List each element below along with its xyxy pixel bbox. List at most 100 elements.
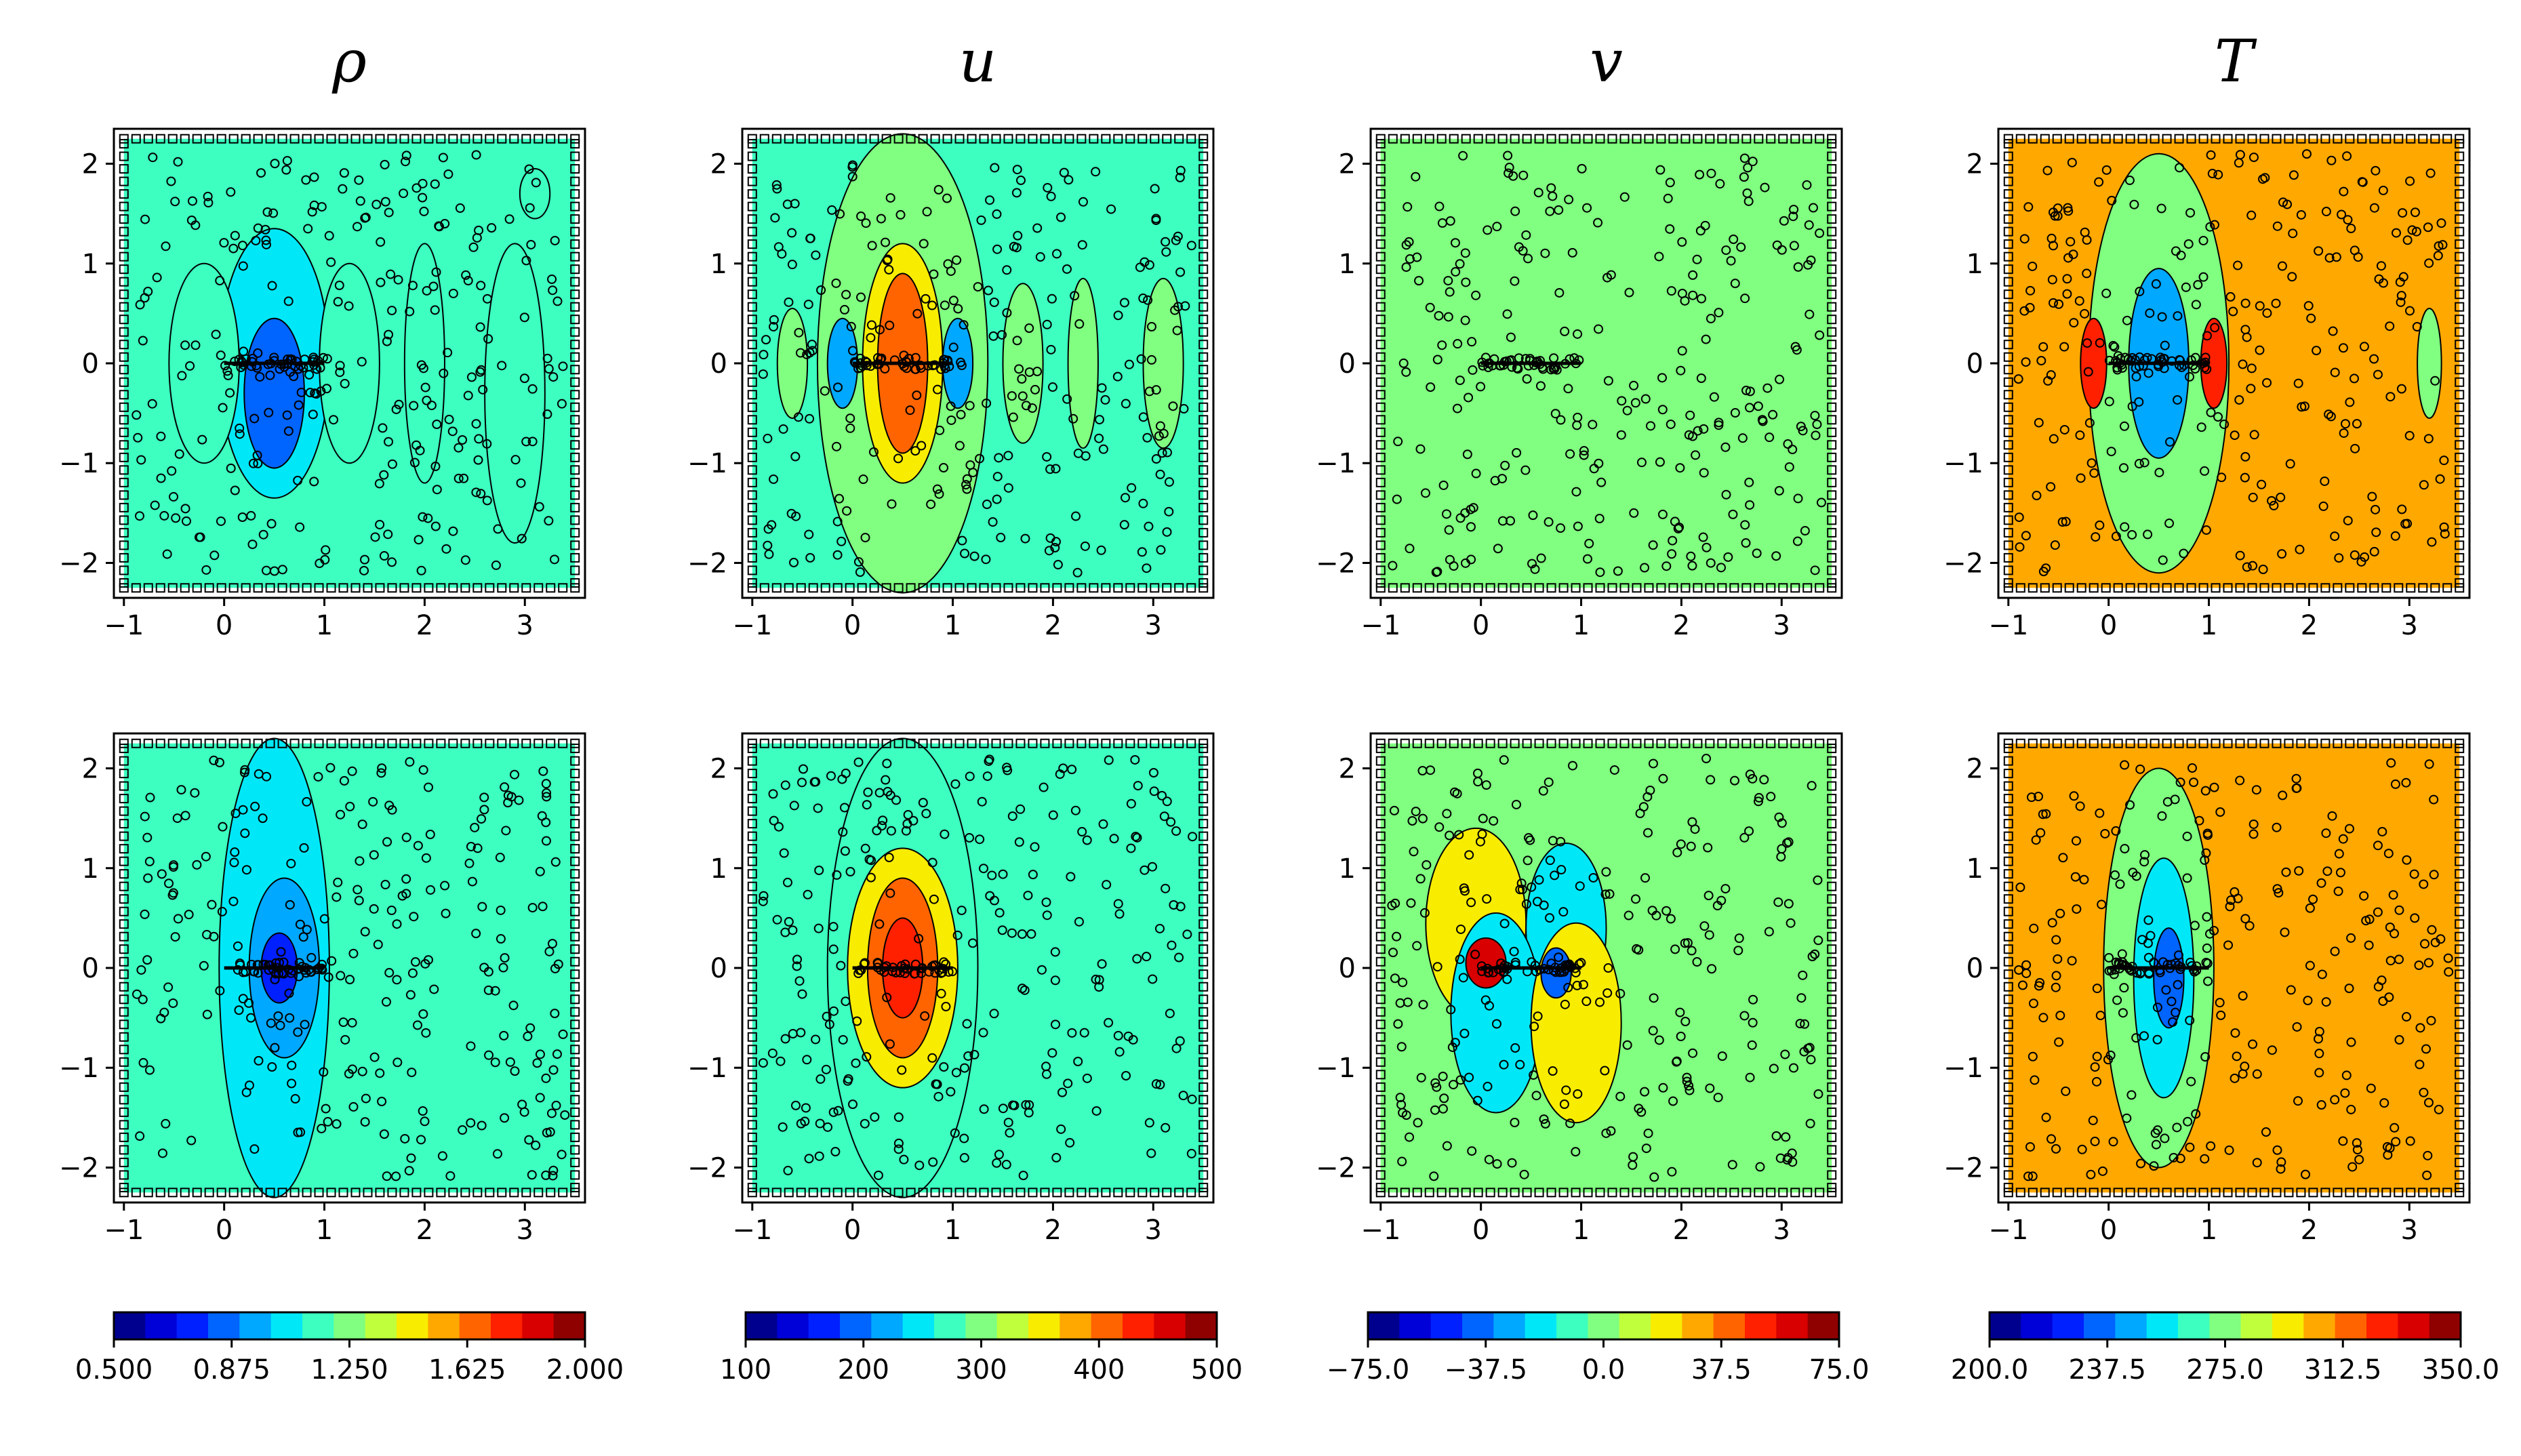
interior-point — [2118, 463, 2129, 473]
boundary-point — [1461, 134, 1471, 144]
boundary-point — [759, 583, 769, 593]
boundary-point — [2345, 583, 2355, 593]
interior-point — [1775, 374, 1785, 384]
boundary-point — [2003, 427, 2013, 437]
interior-point — [504, 214, 515, 224]
colorbar: 0.500 0.875 1.250 1.625 2.000 — [75, 1311, 624, 1386]
interior-point — [1003, 483, 1013, 493]
interior-point — [359, 554, 369, 565]
boundary-point — [747, 490, 757, 500]
boundary-point — [1510, 583, 1520, 593]
colorbar-swatch — [239, 1312, 272, 1339]
interior-point — [1012, 336, 1022, 346]
airfoil-point — [279, 359, 289, 369]
boundary-point — [2003, 390, 2013, 400]
interior-point — [1051, 464, 1061, 474]
boundary-point — [2345, 134, 2355, 144]
interior-point — [811, 250, 821, 260]
boundary-point — [747, 427, 757, 437]
interior-point — [296, 387, 306, 397]
colorbar-swatch — [1807, 1312, 1840, 1339]
boundary-point — [1449, 583, 1459, 593]
boundary-point — [1162, 583, 1172, 593]
boundary-point — [2223, 134, 2233, 144]
x-tick-label: 2 — [416, 610, 433, 641]
interior-point — [2371, 504, 2381, 514]
interior-point — [444, 414, 454, 424]
interior-point — [1014, 364, 1024, 374]
boundary-point — [277, 134, 287, 144]
interior-point — [384, 329, 394, 340]
interior-point — [1715, 179, 1725, 189]
airfoil-point — [1495, 361, 1506, 371]
boundary-point — [820, 134, 830, 144]
interior-point — [1156, 545, 1166, 555]
interior-point — [2110, 342, 2120, 352]
boundary-point — [1375, 365, 1386, 375]
interior-point — [138, 994, 148, 1005]
interior-point — [1723, 552, 1733, 562]
boundary-point — [1198, 226, 1209, 237]
boundary-point — [832, 134, 843, 144]
interior-point — [916, 441, 927, 451]
interior-point — [209, 755, 219, 765]
y-tick-label: −2 — [1316, 1152, 1356, 1184]
colorbar-tick-label: 75.0 — [1809, 1354, 1869, 1386]
boundary-point — [1754, 134, 1764, 144]
boundary-point — [1827, 289, 1837, 300]
airfoil-point — [860, 356, 870, 366]
interior-point — [1563, 384, 1573, 394]
interior-point — [527, 1170, 537, 1180]
boundary-point — [119, 226, 129, 237]
interior-point — [1146, 322, 1156, 332]
boundary-point — [747, 176, 757, 186]
interior-point — [548, 285, 558, 296]
interior-point — [548, 372, 559, 382]
interior-point — [2046, 370, 2056, 380]
boundary-point — [1375, 452, 1386, 462]
x-tick-label: −1 — [104, 610, 144, 641]
boundary-point — [570, 578, 580, 588]
boundary-point — [119, 465, 129, 475]
boundary-point — [558, 134, 568, 144]
interior-point — [1056, 212, 1066, 222]
interior-point — [1121, 493, 1131, 503]
boundary-point — [1375, 402, 1386, 412]
y-tick-label: 2 — [1967, 754, 1983, 785]
airfoil-point — [296, 361, 306, 371]
boundary-point — [1186, 583, 1196, 593]
airfoil-point — [1549, 353, 1559, 363]
boundary-point — [1375, 340, 1386, 350]
boundary-point — [424, 583, 434, 593]
interior-point — [2331, 252, 2341, 262]
interior-point — [1073, 448, 1083, 458]
colorbar-swatch — [334, 1312, 366, 1339]
interior-point — [1774, 486, 1784, 496]
boundary-point — [570, 239, 580, 249]
boundary-point — [1375, 377, 1386, 387]
boundary-point — [1485, 583, 1495, 593]
interior-point — [258, 813, 268, 824]
boundary-point — [204, 134, 214, 144]
boundary-point — [1125, 583, 1135, 593]
boundary-point — [2076, 134, 2086, 144]
boundary-point — [2381, 134, 2392, 144]
interior-point — [2057, 517, 2068, 527]
interior-point — [2049, 434, 2059, 444]
interior-point — [867, 241, 877, 251]
interior-point — [416, 1135, 426, 1145]
boundary-point — [2003, 251, 2013, 262]
boundary-point — [1375, 390, 1386, 400]
interior-point — [990, 163, 1000, 173]
interior-point — [956, 409, 966, 420]
boundary-point — [747, 214, 757, 224]
boundary-point — [918, 583, 928, 593]
interior-point — [283, 296, 294, 306]
interior-point — [1629, 508, 1639, 518]
boundary-point — [2052, 134, 2062, 144]
interior-point — [285, 899, 295, 910]
interior-point — [230, 847, 240, 857]
interior-point — [466, 841, 476, 851]
boundary-point — [1198, 502, 1209, 512]
